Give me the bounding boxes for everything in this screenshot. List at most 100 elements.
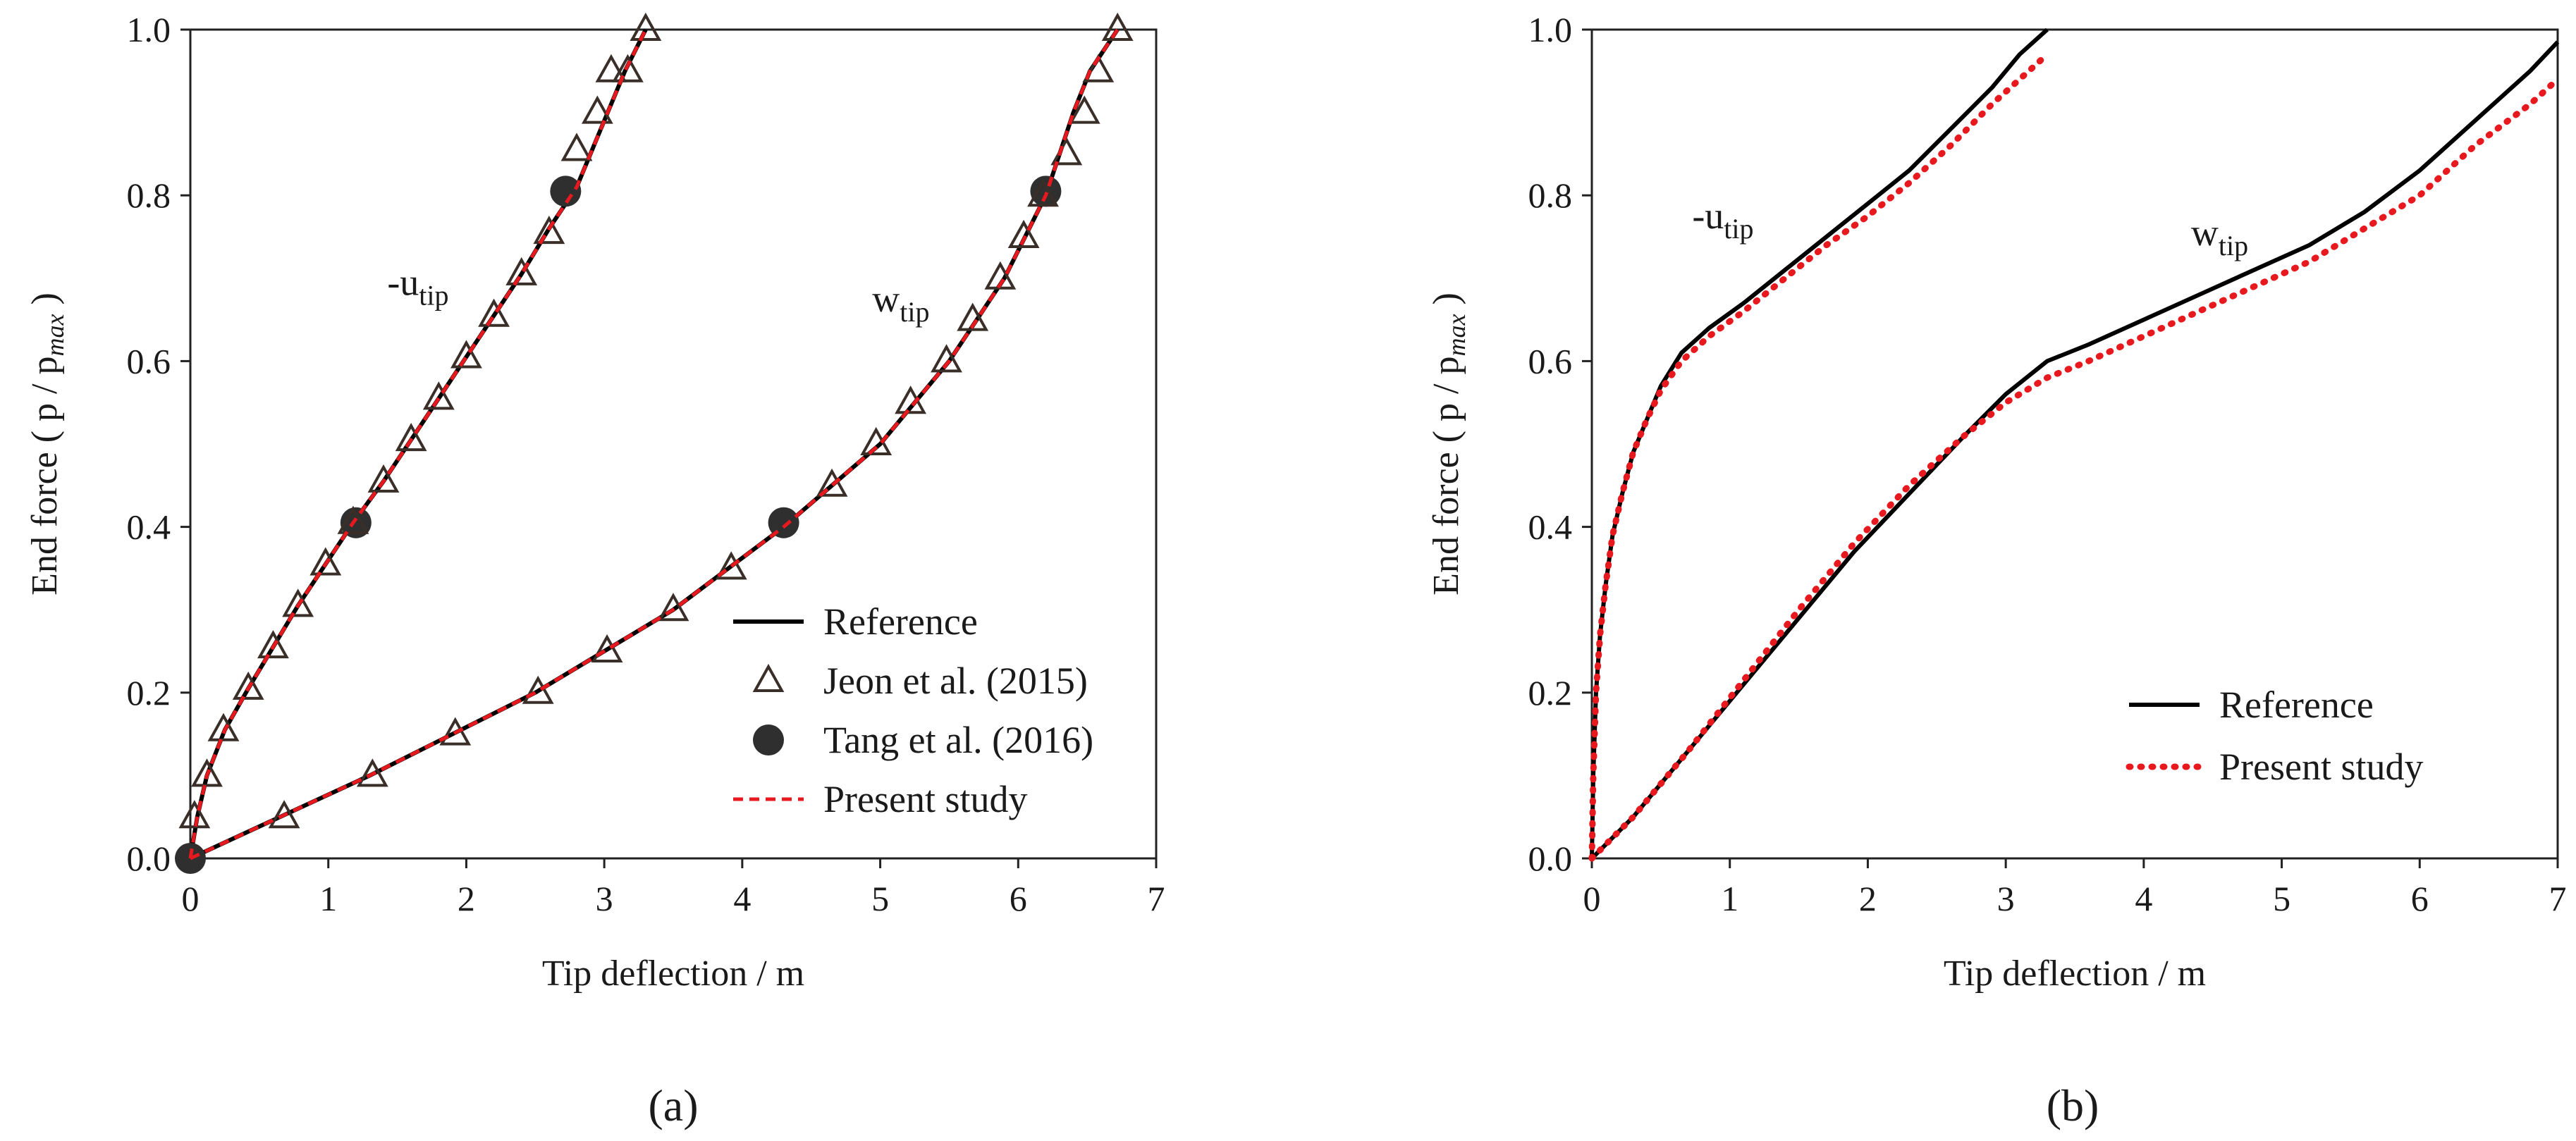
legend-item: Tang et al. (2016) <box>753 719 1093 761</box>
x-axis-title: Tip deflection / m <box>1944 954 2206 994</box>
triangle-marker <box>282 588 314 617</box>
triangle-marker <box>595 54 627 82</box>
legend-label: Jeon et al. (2015) <box>823 660 1088 702</box>
x-tick-label: 5 <box>2273 879 2290 918</box>
x-tick-label: 0 <box>182 879 200 918</box>
triangle-marker <box>533 216 565 245</box>
triangle-marker <box>931 344 962 373</box>
triangle-marker <box>207 713 240 741</box>
triangle-marker <box>257 630 289 659</box>
triangle-marker <box>1082 54 1115 82</box>
legend-item: Present study <box>2126 746 2424 788</box>
triangle-marker <box>1027 178 1059 207</box>
x-tick-label: 1 <box>319 879 337 918</box>
x-tick-label: 7 <box>2549 879 2567 918</box>
x-tick-label: 1 <box>1721 879 1738 918</box>
legend-label: Reference <box>2219 684 2374 726</box>
x-tick-label: 6 <box>1010 879 1027 918</box>
triangle-marker <box>191 758 223 787</box>
chart-panel-b: 0 1 2 3 4 5 6 7 0.0 0.2 0.4 0.6 0.8 1.0 Tip deflection… <box>1426 10 2567 1130</box>
plot-area <box>175 12 1134 874</box>
triangle-marker <box>560 132 593 161</box>
reference-line <box>1590 40 2560 861</box>
triangle-marker <box>1068 95 1100 124</box>
x-tick-label: 4 <box>733 879 751 918</box>
legend-label: Reference <box>823 600 978 643</box>
triangle-marker <box>816 468 848 497</box>
legend: Reference Jeon et al. (2015) Tang et al. (… <box>733 600 1093 820</box>
curve-label: wtip <box>2191 211 2248 261</box>
circle-marker <box>550 175 582 207</box>
legend-item: Present study <box>733 778 1028 820</box>
x-tick-label: 2 <box>458 879 475 918</box>
y-tick-label: 0.0 <box>127 839 171 878</box>
triangle-marker <box>591 634 623 662</box>
panel-label: (a) <box>648 1080 698 1130</box>
triangle-marker <box>630 12 662 41</box>
triangle-marker <box>450 340 482 369</box>
triangle-marker <box>657 593 689 622</box>
x-tick-label: 4 <box>2135 879 2152 918</box>
y-tick-label: 0.2 <box>127 673 171 713</box>
x-tick-label: 0 <box>1583 879 1601 918</box>
x-tick-label: 7 <box>1148 879 1165 918</box>
y-tick-label: 1.0 <box>1528 10 1573 49</box>
legend-item: Jeon et al. (2015) <box>752 660 1088 702</box>
triangle-marker <box>232 671 264 700</box>
triangle-marker <box>395 423 427 452</box>
triangle-marker <box>178 800 211 829</box>
triangle-marker <box>356 758 388 787</box>
y-tick-label: 0.4 <box>127 507 171 547</box>
legend-label: Tang et al. (2016) <box>823 719 1093 761</box>
triangle-marker <box>984 261 1017 290</box>
x-tick-label: 5 <box>871 879 889 918</box>
y-axis-title: End force ( p / pmax ) <box>1426 292 1471 596</box>
x-tick-label: 3 <box>1997 879 2015 918</box>
legend-label: Present study <box>823 778 1028 820</box>
present-study-line <box>1588 51 2051 862</box>
triangle-marker <box>752 663 785 692</box>
x-tick-label: 6 <box>2411 879 2429 918</box>
y-tick-label: 0.8 <box>127 175 171 215</box>
triangle-marker <box>309 547 342 576</box>
circle-marker <box>1030 175 1062 207</box>
present-study-line <box>188 28 648 859</box>
triangle-marker <box>522 675 554 704</box>
triangle-marker <box>715 551 747 580</box>
plot-area <box>1588 27 2561 862</box>
triangle-marker <box>439 717 472 746</box>
triangle-marker <box>505 257 538 285</box>
reference-line <box>188 28 648 859</box>
y-axis-title: End force ( p / pmax ) <box>25 292 69 596</box>
x-axis-title: Tip deflection / m <box>542 954 804 994</box>
triangle-marker <box>337 505 369 534</box>
triangle-marker <box>367 464 400 493</box>
legend-item: Reference <box>733 600 978 643</box>
y-tick-label: 0.8 <box>1528 175 1573 215</box>
reference-line <box>1590 27 2049 859</box>
triangle-marker <box>612 54 644 82</box>
present-study-line <box>1588 76 2561 862</box>
curve-label: -utip <box>1692 195 1753 245</box>
legend-swatch <box>753 724 784 755</box>
legend-item: Reference <box>2129 684 2374 726</box>
triangle-marker <box>268 800 300 829</box>
panel-label: (b) <box>2047 1080 2099 1130</box>
y-tick-label: 0.4 <box>1528 507 1573 547</box>
y-tick-label: 1.0 <box>127 10 171 49</box>
plot-frame <box>189 28 1158 860</box>
triangle-marker <box>422 381 455 410</box>
legend-label: Present study <box>2219 746 2424 788</box>
triangle-marker <box>1007 219 1040 248</box>
y-tick-label: 0.6 <box>127 341 171 381</box>
y-tick-label: 0.6 <box>1528 341 1573 381</box>
triangle-marker <box>957 302 989 331</box>
y-tick-label: 0.0 <box>1528 839 1573 878</box>
y-tick-label: 0.2 <box>1528 673 1573 713</box>
x-tick-label: 3 <box>596 879 613 918</box>
chart-panel-a: 0 1 2 3 4 5 6 7 0.0 0.2 0.4 0.6 0.8 1.0 Tip deflection… <box>25 10 1165 1130</box>
circle-marker <box>768 507 799 538</box>
triangle-marker <box>478 298 510 327</box>
curve-label: wtip <box>872 278 929 328</box>
